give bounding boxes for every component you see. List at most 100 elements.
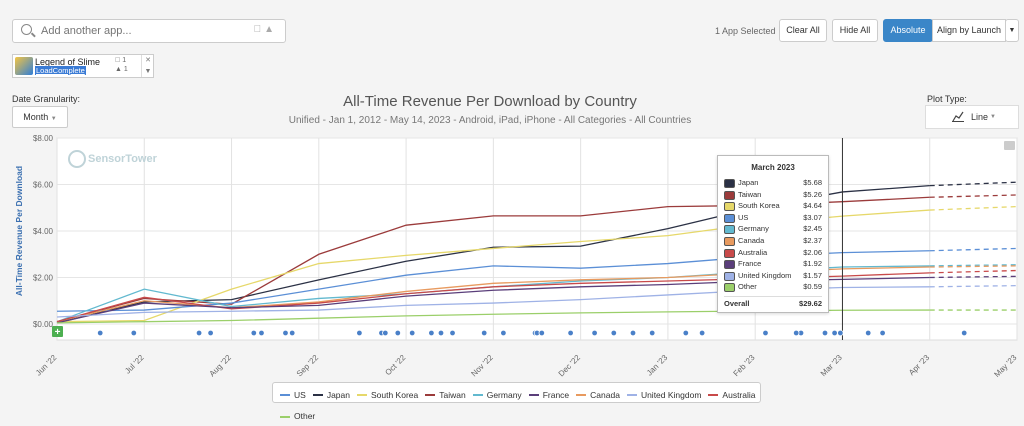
series-swatch — [724, 225, 735, 235]
event-marker-icon[interactable] — [682, 329, 689, 337]
event-marker-icon[interactable] — [130, 329, 137, 337]
date-granularity-select[interactable]: Month ▼ — [12, 106, 68, 128]
y-tick-label: $8.00 — [33, 134, 54, 143]
event-marker-icon[interactable] — [879, 329, 886, 337]
tooltip-row-value: $2.45 — [803, 224, 822, 234]
plot-type-select[interactable]: Line ▼ — [925, 105, 1019, 129]
tooltip-title: March 2023 — [751, 163, 795, 172]
tooltip-total: Overall $29.62 — [724, 296, 822, 308]
legend-label: United Kingdom — [640, 389, 702, 400]
y-tick-label: $4.00 — [33, 227, 54, 236]
event-marker-icon[interactable] — [831, 329, 838, 337]
line-chart-icon — [952, 111, 964, 122]
app-status[interactable]: LoadComplete — [35, 66, 86, 75]
tooltip-row-name: United Kingdom — [738, 270, 792, 280]
legend-swatch — [425, 394, 436, 396]
chevron-down-icon[interactable]: ▼ — [144, 68, 152, 75]
event-marker-icon[interactable] — [258, 329, 265, 337]
event-marker-icon[interactable] — [356, 329, 363, 337]
event-marker-icon[interactable] — [821, 329, 829, 337]
chart-legend[interactable]: US Japan South Korea Taiwan Germany France Can… — [272, 382, 761, 421]
app-chip[interactable]: Legend of Slime LoadComplete  1 ▲ 1 ✕▼ — [12, 54, 154, 78]
event-marker-icon[interactable] — [282, 329, 289, 337]
app-chip-controls[interactable]: ✕ ▼ — [141, 55, 154, 77]
event-marker-icon[interactable] — [649, 329, 656, 337]
add-event-button[interactable] — [52, 326, 63, 337]
event-marker-icon[interactable] — [394, 329, 401, 337]
event-marker-icon[interactable] — [207, 329, 214, 337]
series-forecast-taiwan — [929, 194, 1018, 198]
x-tick-label: Jan '23 — [645, 353, 670, 378]
event-marker-icon[interactable] — [96, 329, 104, 337]
tooltip-row-name: Other — [738, 282, 757, 292]
legend-item[interactable]: United Kingdom — [626, 386, 702, 405]
export-icon[interactable] — [1004, 141, 1015, 150]
event-marker-icon[interactable] — [762, 329, 769, 337]
event-marker-icon[interactable] — [793, 329, 800, 337]
remove-icon[interactable]: ✕ — [145, 57, 151, 64]
search-input[interactable] — [39, 22, 243, 40]
series-swatch — [724, 260, 735, 270]
tooltip-row-value: $1.57 — [803, 270, 822, 280]
align-dropdown-icon[interactable]: ▼ — [1005, 19, 1019, 42]
event-marker-icon[interactable] — [865, 329, 872, 337]
y-tick-label: $0.00 — [33, 320, 54, 329]
legend-label: Japan — [326, 389, 350, 400]
chevron-down-icon: ▼ — [990, 114, 996, 120]
legend-item[interactable]: Canada — [576, 386, 620, 405]
event-marker-icon[interactable] — [698, 329, 706, 337]
tooltip-total-label: Overall — [724, 299, 750, 308]
event-marker-icon[interactable] — [629, 329, 637, 337]
legend-item[interactable]: South Korea — [356, 386, 419, 405]
event-marker-icon[interactable] — [409, 329, 416, 337]
android-count-value: 1 — [123, 66, 128, 73]
chart-subtitle: Unified - Jan 1, 2012 - May 14, 2023 - A… — [288, 115, 692, 126]
legend-item[interactable]: Germany — [472, 386, 522, 405]
event-marker-icon[interactable] — [500, 329, 507, 337]
clear-all-button[interactable]: Clear All — [779, 19, 827, 42]
platform-icons: ▲ — [254, 24, 277, 35]
event-marker-icon[interactable] — [610, 329, 617, 337]
x-tick-label: May '23 — [992, 353, 1018, 379]
tooltip-row-value: $4.64 — [803, 201, 822, 211]
event-marker-icon[interactable] — [250, 329, 257, 337]
ios-count-value: 1 — [122, 57, 126, 64]
series-swatch — [724, 179, 735, 188]
event-marker-icon[interactable] — [481, 329, 488, 337]
event-marker-icon[interactable] — [289, 329, 296, 337]
legend-swatch — [472, 394, 483, 396]
legend-swatch — [280, 394, 290, 396]
legend-item[interactable]: France — [528, 386, 569, 405]
tooltip-row-value: $2.37 — [803, 236, 822, 245]
event-marker-icon[interactable] — [538, 329, 545, 337]
event-marker-icon[interactable] — [437, 329, 445, 337]
legend-item[interactable]: US — [280, 386, 306, 405]
plus-icon: + — [55, 327, 61, 338]
x-tick-label: Mar '23 — [819, 353, 844, 378]
x-tick-label: Jun '22 — [34, 353, 59, 378]
series-swatch — [724, 202, 735, 212]
event-marker-icon[interactable] — [567, 329, 574, 337]
series-swatch — [724, 248, 735, 258]
search-box[interactable]: ▲ — [12, 19, 286, 43]
x-tick-label: Feb '23 — [732, 353, 757, 378]
tooltip-row-value: $1.92 — [803, 259, 822, 269]
hide-all-button[interactable]: Hide All — [832, 19, 878, 42]
tooltip-row-name: Canada — [738, 236, 765, 245]
event-marker-icon[interactable] — [428, 329, 435, 337]
legend-item[interactable]: Australia — [708, 386, 756, 405]
event-marker-icon[interactable] — [961, 329, 968, 337]
tooltip-row: Australia $2.06 — [724, 248, 822, 259]
legend-label: South Korea — [370, 389, 419, 400]
x-tick-label: Oct '22 — [383, 353, 407, 377]
legend-swatch — [312, 394, 323, 396]
y-tick-label: $6.00 — [33, 181, 54, 190]
event-marker-icon[interactable] — [195, 329, 203, 337]
legend-item[interactable]: Japan — [312, 386, 350, 405]
event-marker-icon[interactable] — [382, 329, 389, 337]
event-marker-icon[interactable] — [591, 329, 598, 337]
event-marker-icon[interactable] — [837, 329, 844, 337]
event-marker-icon[interactable] — [449, 329, 456, 337]
app-name: Legend of Slime — [35, 57, 101, 67]
legend-item[interactable]: Taiwan — [425, 386, 466, 405]
